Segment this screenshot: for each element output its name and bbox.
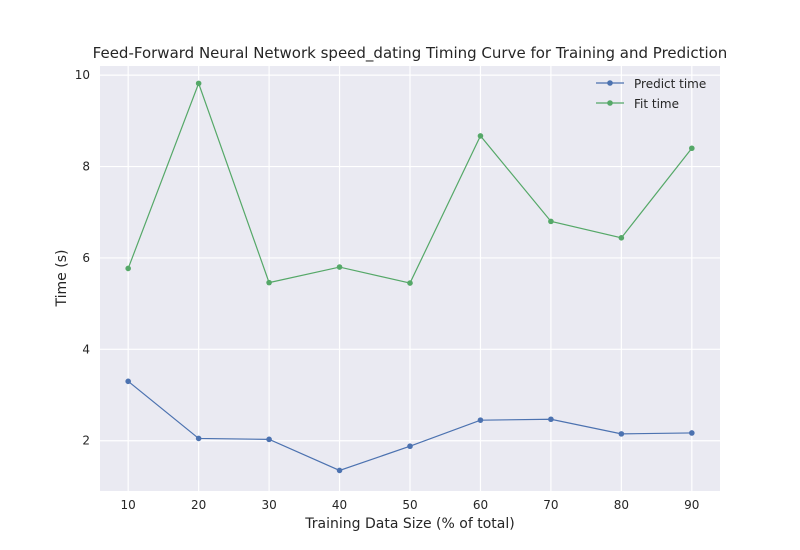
legend-label-fit: Fit time: [634, 97, 679, 111]
legend-label-predict: Predict time: [634, 77, 706, 91]
y-tick-labels: 2 4 6 8 10: [75, 68, 90, 448]
data-point-fit-time: [477, 133, 484, 139]
x-tick-label: 10: [121, 498, 136, 512]
x-tick-label: 40: [332, 498, 347, 512]
y-axis-label: Time (s): [54, 250, 70, 308]
data-point-predict-time: [195, 435, 202, 442]
data-point-fit-time: [689, 145, 695, 152]
x-tick-label: 30: [261, 498, 276, 512]
data-point-fit-time: [266, 279, 272, 286]
data-point-fit-time: [548, 218, 554, 225]
y-tick-label: 2: [82, 434, 90, 448]
data-point-fit-time: [195, 80, 202, 87]
y-tick-label: 10: [75, 68, 90, 82]
x-tick-label: 90: [684, 498, 699, 512]
data-point-fit-time: [618, 235, 625, 241]
data-point-fit-time: [336, 264, 343, 270]
x-axis-label: Training Data Size (% of total): [304, 516, 514, 532]
y-tick-label: 4: [82, 342, 90, 356]
series-layer: [125, 80, 695, 474]
legend: Predict time Fit time: [596, 77, 706, 111]
data-point-predict-time: [407, 443, 413, 450]
x-tick-labels: 10 20 30 40 50 60 70 80 90: [121, 498, 700, 512]
legend-marker-predict: [607, 80, 613, 86]
data-point-predict-time: [266, 436, 272, 443]
y-tick-label: 8: [82, 160, 90, 174]
data-point-fit-time: [125, 265, 131, 272]
x-tick-label: 70: [543, 498, 558, 512]
grid-lines: [100, 66, 720, 491]
x-tick-label: 80: [614, 498, 629, 512]
data-point-predict-time: [618, 431, 625, 437]
data-point-predict-time: [336, 467, 343, 474]
data-point-fit-time: [407, 280, 413, 286]
x-tick-label: 50: [402, 498, 417, 512]
y-tick-label: 6: [82, 251, 90, 265]
data-point-predict-time: [125, 378, 131, 385]
data-point-predict-time: [548, 416, 554, 423]
legend-marker-fit: [607, 100, 613, 106]
data-point-predict-time: [477, 417, 484, 423]
x-tick-label: 60: [473, 498, 488, 512]
chart-title: Feed-Forward Neural Network speed_dating…: [93, 44, 728, 63]
x-tick-label: 20: [191, 498, 206, 512]
data-point-predict-time: [689, 430, 695, 436]
